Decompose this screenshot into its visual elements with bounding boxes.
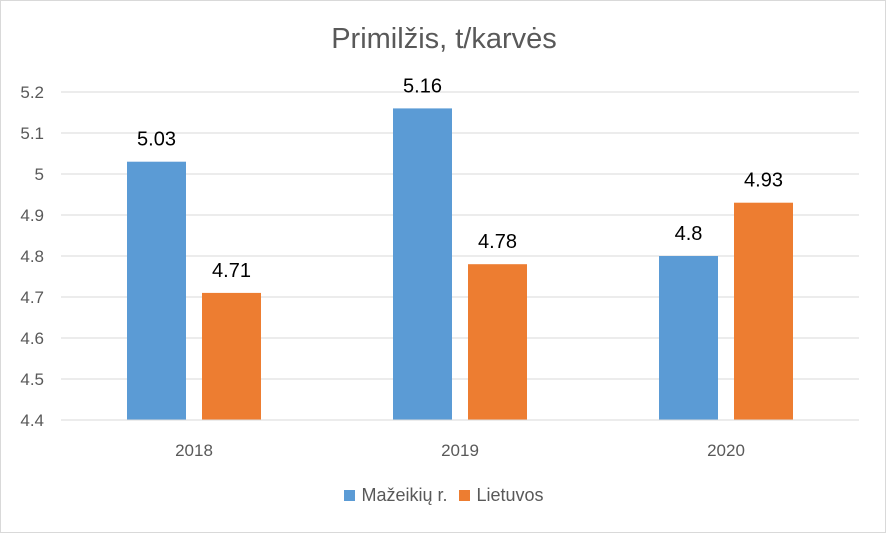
y-tick-label: 4.8 bbox=[20, 247, 44, 266]
y-tick-label: 5 bbox=[35, 165, 44, 184]
legend: Mažeikių r. Lietuvos bbox=[1, 485, 886, 506]
y-tick-label: 4.7 bbox=[20, 288, 44, 307]
y-tick-label: 4.5 bbox=[20, 370, 44, 389]
data-label: 4.78 bbox=[478, 231, 517, 253]
y-tick-label: 4.6 bbox=[20, 329, 44, 348]
legend-label-series-1: Mažeikių r. bbox=[361, 485, 448, 505]
data-label: 5.16 bbox=[403, 75, 442, 97]
bar bbox=[127, 161, 186, 420]
data-label: 5.03 bbox=[137, 129, 176, 151]
legend-swatch-series-2 bbox=[459, 490, 471, 501]
x-tick-label: 2018 bbox=[175, 441, 213, 460]
x-tick-label: 2019 bbox=[441, 441, 479, 460]
y-tick-label: 4.4 bbox=[20, 411, 44, 430]
legend-swatch-series-1 bbox=[344, 490, 356, 501]
legend-label-series-2: Lietuvos bbox=[476, 485, 544, 505]
y-tick-label: 5.1 bbox=[20, 124, 44, 143]
bar bbox=[468, 264, 527, 420]
data-label: 4.71 bbox=[212, 260, 251, 282]
bar bbox=[659, 256, 718, 420]
legend-item-series-2: Lietuvos bbox=[459, 485, 544, 506]
chart-title: Primilžis, t/karvės bbox=[331, 23, 557, 55]
bar bbox=[202, 292, 261, 420]
y-tick-label: 4.9 bbox=[20, 206, 44, 225]
data-label: 4.8 bbox=[675, 223, 703, 245]
y-tick-label: 5.2 bbox=[20, 83, 44, 102]
bar bbox=[734, 202, 793, 420]
data-label: 4.93 bbox=[744, 170, 783, 192]
x-tick-label: 2020 bbox=[707, 441, 745, 460]
bar bbox=[393, 108, 452, 421]
legend-item-series-1: Mažeikių r. bbox=[344, 485, 447, 506]
